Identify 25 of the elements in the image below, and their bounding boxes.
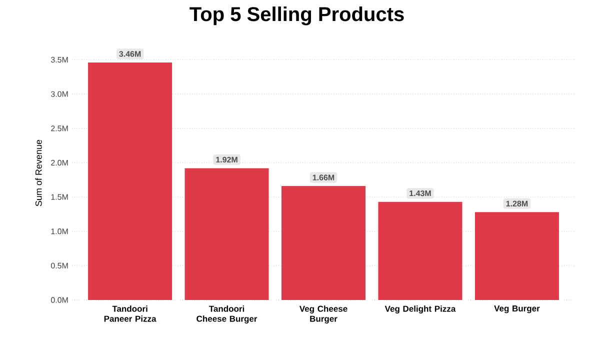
y-tick-label: 2.0M	[51, 160, 68, 166]
data-label: 3.46M	[119, 51, 141, 57]
bar	[88, 62, 172, 300]
chart-title: Top 5 Selling Products	[190, 6, 404, 26]
y-tick-label: 2.5M	[51, 126, 68, 132]
bar	[474, 212, 559, 300]
y-tick-label: 1.0M	[51, 228, 68, 234]
y-tick-label: 1.5M	[51, 194, 68, 200]
x-tick-label: Veg Cheese Burger	[299, 306, 348, 324]
x-tick-label: Veg Burger	[494, 306, 540, 314]
x-tick-label: Tandoori Cheese Burger	[196, 306, 258, 324]
bar	[184, 168, 269, 300]
data-label: 1.43M	[410, 190, 431, 196]
y-tick-label: 3.0M	[50, 91, 68, 97]
y-tick-label: 3.5M	[50, 56, 68, 63]
data-label: 1.28M	[506, 200, 528, 206]
data-label: 1.92M	[216, 156, 238, 162]
x-tick-label: Tandoori Paneer Pizza	[104, 306, 156, 322]
bar	[378, 202, 462, 300]
data-label: 1.66M	[312, 174, 334, 180]
y-tick-label: 0.0M	[50, 297, 68, 303]
y-tick-label: 0.5M	[50, 262, 68, 269]
x-tick-label: Veg Delight Pizza	[384, 306, 456, 314]
y-axis-title: Sum of Revenue	[35, 140, 42, 206]
bar	[282, 186, 366, 300]
